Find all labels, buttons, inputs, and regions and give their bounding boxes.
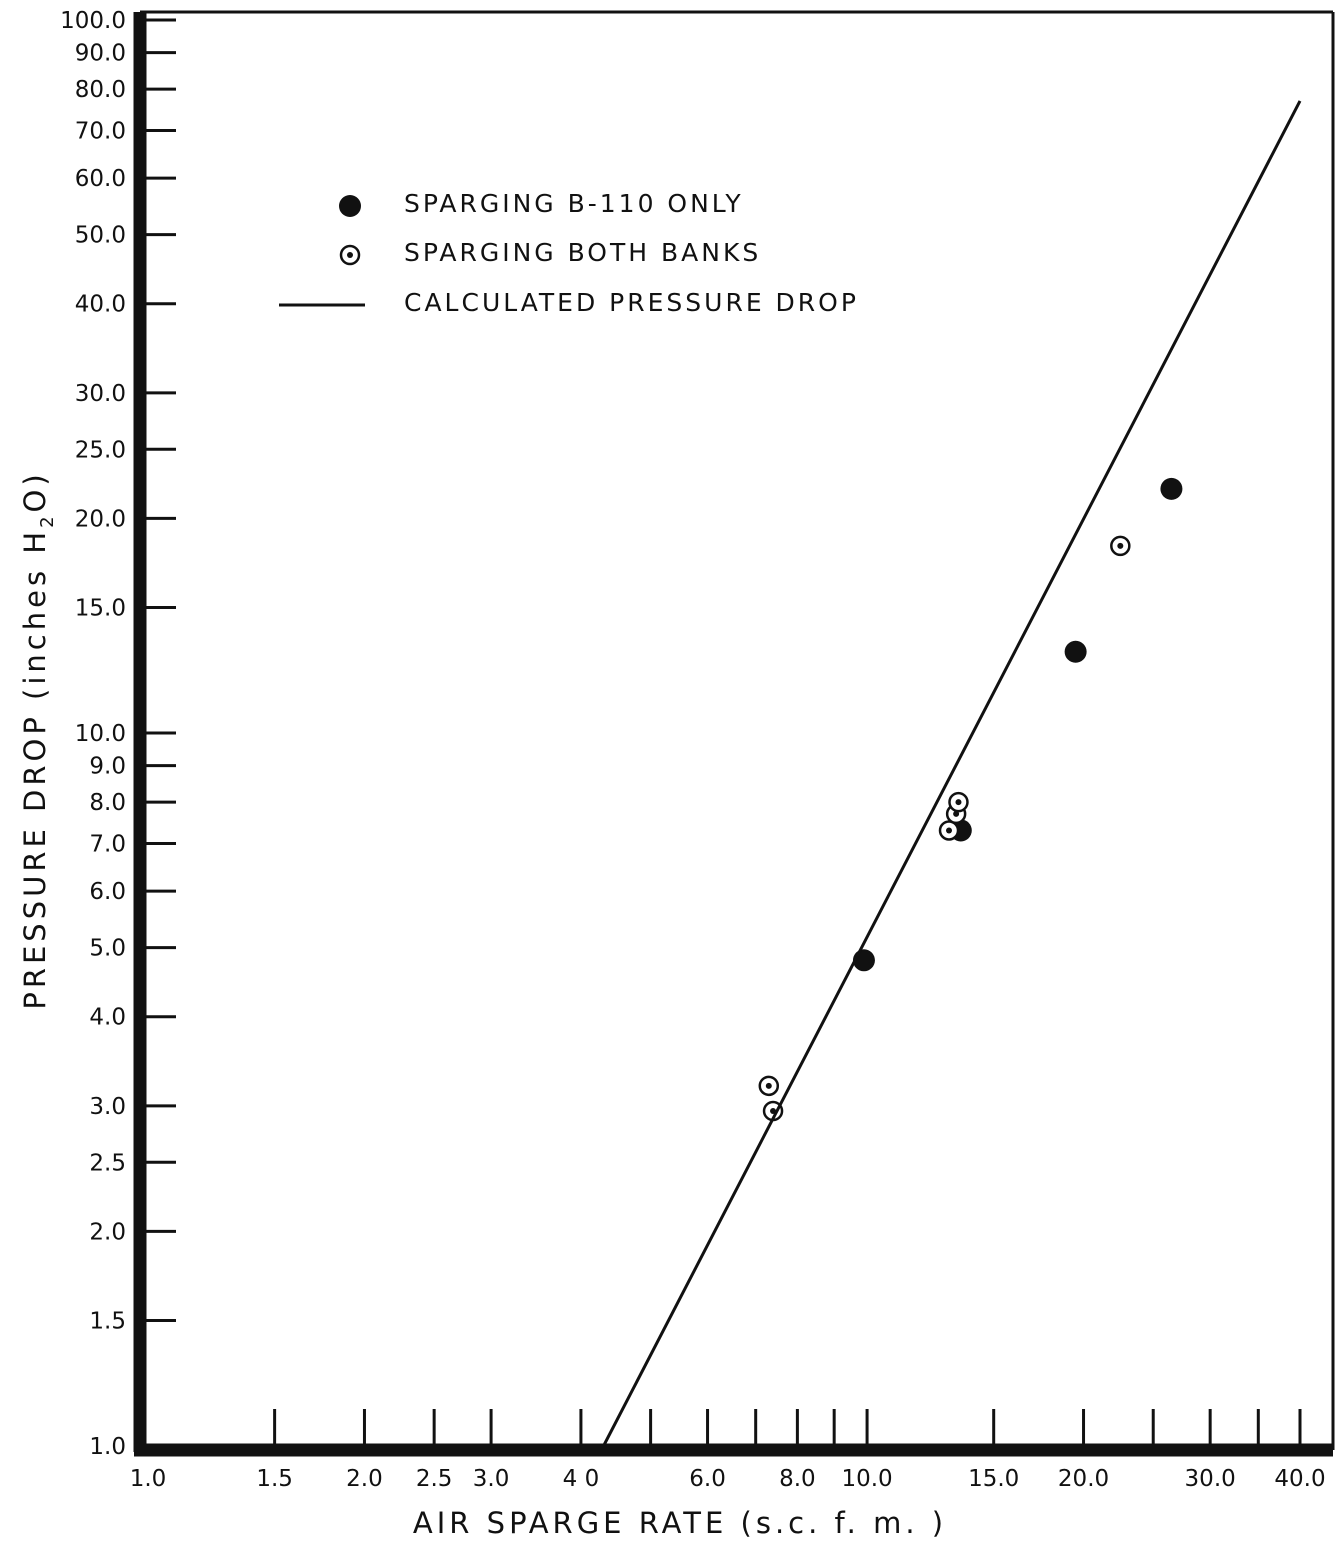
y-axis-title: PRESSURE DROP (inches H2O) <box>18 470 58 1009</box>
y-tick-label: 60.0 <box>75 166 126 192</box>
y-tick-label: 4.0 <box>89 1005 126 1031</box>
y-tick-label: 8.0 <box>89 790 126 816</box>
y-tick-label: 10.0 <box>75 721 126 747</box>
x-tick-label: 8.0 <box>779 1466 816 1492</box>
x-axis-title: AIR SPARGE RATE (s.c. f. m. ) <box>413 1506 947 1540</box>
y-tick-label: 2.5 <box>89 1150 126 1176</box>
dotted-circle-center <box>765 1082 772 1089</box>
x-tick-label: 15.0 <box>968 1466 1019 1492</box>
y-axis-title-main: PRESSURE DROP (inches H <box>18 528 52 1010</box>
legend-filled-circle-icon <box>339 195 361 217</box>
y-axis-title-subscript: 2 <box>37 512 58 527</box>
y-axis-ticks: 1.0 1.5 2.0 2.5 3.0 4.0 5.0 6.0 7.0 8.0 9.0 10.0 15.… <box>60 8 176 1460</box>
x-tick-label: 2.0 <box>346 1466 383 1492</box>
y-tick-label: 40.0 <box>75 292 126 318</box>
both-banks-data-point <box>938 820 960 841</box>
y-tick-label: 7.0 <box>89 831 126 857</box>
x-tick-label: 20.0 <box>1058 1466 1109 1492</box>
dotted-circle-center <box>1117 542 1124 549</box>
both-banks-data-point <box>758 1075 780 1097</box>
y-tick-label: 1.5 <box>89 1308 126 1334</box>
y-tick-label: 6.0 <box>89 879 126 905</box>
x-tick-label: 1.0 <box>130 1466 167 1492</box>
y-tick-label: 25.0 <box>75 437 126 463</box>
both-banks-data-point <box>948 791 969 813</box>
y-axis-title-end: O) <box>18 470 52 512</box>
y-tick-label: 2.0 <box>89 1219 126 1245</box>
y-tick-label: 3.0 <box>89 1094 126 1120</box>
x-tick-label: 6.0 <box>689 1466 726 1492</box>
x-tick-label: 1.5 <box>256 1466 293 1492</box>
x-tick-label: 2.5 <box>416 1466 453 1492</box>
y-tick-label: 1.0 <box>89 1434 126 1460</box>
x-axis-ticks: 1.0 1.5 2.0 2.5 3.0 4 0 6.0 8.0 10.0 15.0 20.0 30.0… <box>130 1409 1326 1492</box>
y-tick-label: 9.0 <box>89 754 126 780</box>
legend-label-b110: SPARGING B-110 ONLY <box>404 189 744 218</box>
y-tick-label: 15.0 <box>75 595 126 621</box>
y-tick-label: 80.0 <box>75 77 126 103</box>
legend-label-both-banks: SPARGING BOTH BANKS <box>404 238 761 267</box>
legend-dotted-circle-center-icon <box>347 252 353 258</box>
dotted-circle-center <box>946 827 953 834</box>
legend-dotted-circle-icon <box>339 244 361 266</box>
b110-data-point <box>1160 477 1183 500</box>
dotted-circle-center <box>953 810 960 817</box>
y-tick-label: 70.0 <box>75 118 126 144</box>
x-tick-label: 30.0 <box>1185 1466 1236 1492</box>
y-tick-label: 90.0 <box>75 41 126 67</box>
y-tick-label: 20.0 <box>75 506 126 532</box>
x-tick-label: 4 0 <box>563 1466 600 1492</box>
x-tick-label: 40.0 <box>1274 1466 1325 1492</box>
x-tick-label: 3.0 <box>473 1466 510 1492</box>
y-tick-label: 100.0 <box>60 8 126 34</box>
y-tick-label: 30.0 <box>75 381 126 407</box>
legend-label-calculated: CALCULATED PRESSURE DROP <box>404 288 859 317</box>
b110-data-point <box>1064 640 1087 663</box>
calculated-pressure-drop-line <box>602 100 1302 1447</box>
x-tick-label: 10.0 <box>841 1466 892 1492</box>
dotted-circle-center <box>955 799 962 806</box>
y-tick-label: 50.0 <box>75 223 126 249</box>
both-banks-data-point <box>1110 535 1131 557</box>
legend: SPARGING B-110 ONLY SPARGING BOTH BANKS … <box>279 189 859 317</box>
data-marks <box>602 100 1302 1447</box>
y-tick-label: 5.0 <box>89 936 126 962</box>
